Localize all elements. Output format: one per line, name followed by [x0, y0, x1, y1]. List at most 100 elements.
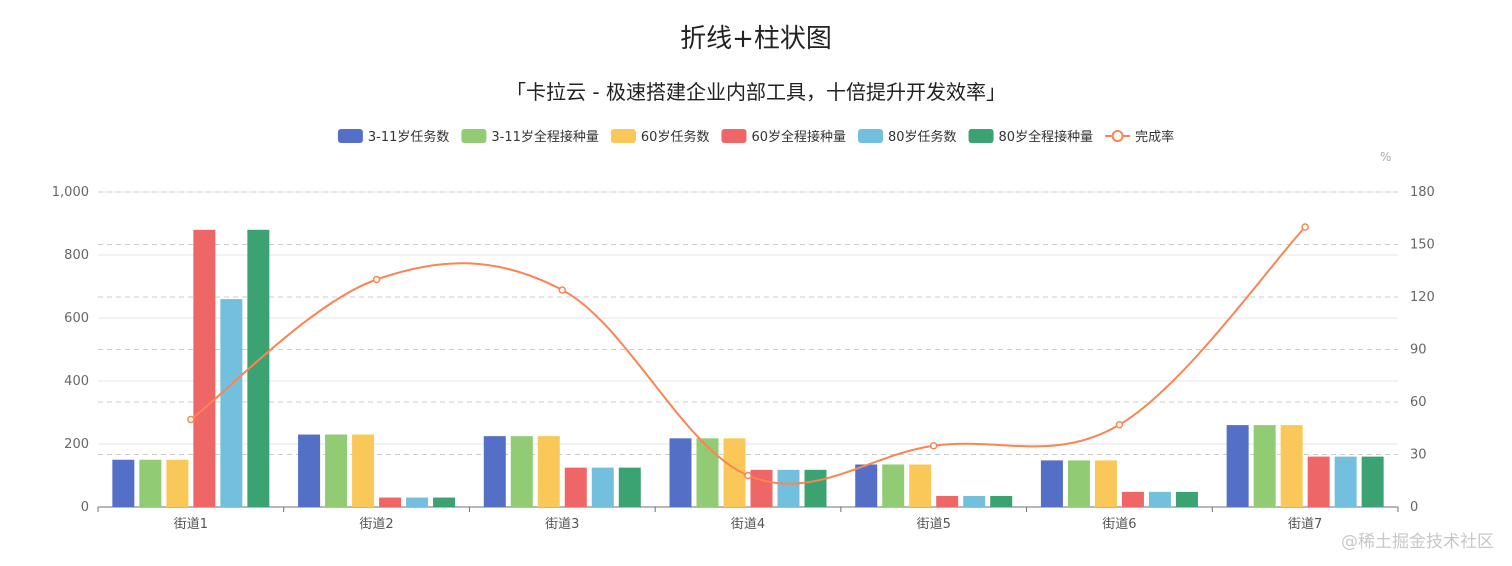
y-right-tick-label: 180 [1410, 185, 1435, 200]
legend-item[interactable]: 80岁全程接种量 [968, 129, 1094, 145]
bar[interactable] [379, 497, 402, 507]
bar[interactable] [1280, 425, 1303, 507]
bar[interactable] [1094, 460, 1117, 507]
legend-label: 80岁全程接种量 [999, 129, 1094, 145]
line-point[interactable] [1301, 223, 1309, 231]
bar[interactable] [139, 459, 162, 507]
x-category-label: 街道2 [359, 517, 393, 532]
legend-swatch [721, 129, 747, 143]
bar[interactable] [1067, 460, 1090, 507]
y-right-tick-label: 60 [1410, 395, 1427, 410]
line-point[interactable] [929, 442, 938, 450]
bar[interactable] [669, 438, 692, 507]
legend-item[interactable]: 80岁任务数 [858, 129, 957, 145]
bar[interactable] [1121, 491, 1144, 507]
legend-line-marker [1111, 130, 1124, 142]
y-right-tick-label: 90 [1410, 343, 1427, 358]
bar[interactable] [696, 438, 719, 507]
line-point[interactable] [558, 286, 567, 294]
bar[interactable] [990, 495, 1013, 507]
grid-lines [98, 191, 1398, 455]
legend-item[interactable]: 3-11岁全程接种量 [461, 129, 599, 145]
x-category-label: 街道7 [1288, 517, 1322, 532]
y-right-unit: % [1380, 150, 1391, 164]
legend-swatch [858, 129, 884, 143]
line-point[interactable] [187, 415, 195, 424]
y-right-tick-label: 0 [1410, 500, 1418, 515]
bar[interactable] [1175, 491, 1198, 507]
bar[interactable] [1226, 425, 1249, 507]
chart-subtitle: 「卡拉云 - 极速搭建企业内部工具，十倍提升开发效率」 [506, 80, 1006, 104]
bar[interactable] [936, 495, 959, 507]
watermark: @稀土掘金技术社区 [1341, 532, 1494, 552]
legend-label: 3-11岁全程接种量 [491, 129, 599, 145]
y-right-tick-label: 120 [1410, 290, 1435, 305]
bar[interactable] [1307, 456, 1330, 507]
y-left-tick-label: 1,000 [52, 185, 89, 200]
legend-label: 80岁任务数 [888, 129, 957, 145]
bar[interactable] [564, 467, 587, 507]
legend-swatch [337, 129, 363, 143]
bar[interactable] [963, 495, 986, 507]
y-left-tick-label: 600 [64, 311, 89, 326]
bar[interactable] [1148, 491, 1171, 507]
chart-title: 折线+柱状图 [680, 24, 832, 54]
x-category-label: 街道1 [174, 517, 208, 532]
legend-item[interactable]: 完成率 [1105, 129, 1174, 145]
legend-label: 完成率 [1135, 129, 1174, 145]
bar[interactable] [247, 229, 270, 508]
y-left-tick-label: 200 [64, 437, 89, 452]
bar[interactable] [483, 436, 506, 507]
bar[interactable] [777, 469, 800, 507]
legend: 3-11岁任务数 3-11岁全程接种量 60岁任务数 60岁全程接种量 80岁任务数 80… [337, 129, 1174, 145]
bar[interactable] [1334, 456, 1357, 507]
bar[interactable] [750, 469, 773, 507]
legend-swatch [461, 129, 487, 143]
x-category-label: 街道3 [545, 517, 579, 532]
bar[interactable] [220, 299, 243, 507]
bar[interactable] [723, 438, 746, 507]
bar[interactable] [537, 436, 560, 507]
legend-label: 60岁全程接种量 [751, 129, 846, 145]
bar[interactable] [352, 434, 375, 507]
bar[interactable] [406, 497, 429, 507]
bar[interactable] [909, 464, 932, 507]
bar[interactable] [193, 229, 216, 508]
x-category-label: 街道5 [917, 517, 951, 532]
bar[interactable] [1253, 425, 1276, 507]
y-left-tick-label: 0 [81, 500, 89, 515]
bar[interactable] [618, 467, 641, 507]
bar[interactable] [433, 497, 456, 507]
y-left-tick-label: 400 [64, 374, 89, 389]
line-point[interactable] [744, 471, 752, 480]
legend-item[interactable]: 3-11岁任务数 [337, 129, 450, 145]
bar[interactable] [166, 459, 189, 507]
line-point[interactable] [1115, 421, 1124, 429]
y-right-tick-label: 150 [1410, 238, 1435, 253]
legend-item[interactable]: 60岁任务数 [610, 129, 710, 145]
x-category-label: 街道4 [731, 517, 765, 532]
bar[interactable] [112, 459, 135, 507]
legend-swatch [610, 129, 636, 143]
bar[interactable] [591, 467, 614, 507]
bar[interactable] [1040, 460, 1063, 507]
axes: 0 200 400 600 800 1,000 0 30 60 90 120 150 180% 街道1 街道… [52, 150, 1435, 532]
legend-label: 3-11岁任务数 [368, 129, 450, 145]
x-category-label: 街道6 [1102, 517, 1136, 532]
legend-label: 60岁任务数 [641, 129, 710, 145]
y-right-tick-label: 30 [1410, 448, 1427, 463]
line-point[interactable] [372, 275, 381, 284]
legend-swatch [968, 129, 994, 143]
bar[interactable] [882, 464, 905, 507]
legend-item[interactable]: 60岁全程接种量 [721, 129, 846, 145]
bar-series [112, 229, 1384, 508]
bar[interactable] [298, 434, 321, 507]
bar[interactable] [1361, 456, 1384, 507]
y-left-tick-label: 800 [64, 248, 89, 263]
bar[interactable] [855, 464, 878, 507]
bar[interactable] [325, 434, 348, 507]
bar[interactable] [510, 436, 533, 507]
line-series [187, 223, 1309, 485]
bar[interactable] [804, 469, 827, 507]
